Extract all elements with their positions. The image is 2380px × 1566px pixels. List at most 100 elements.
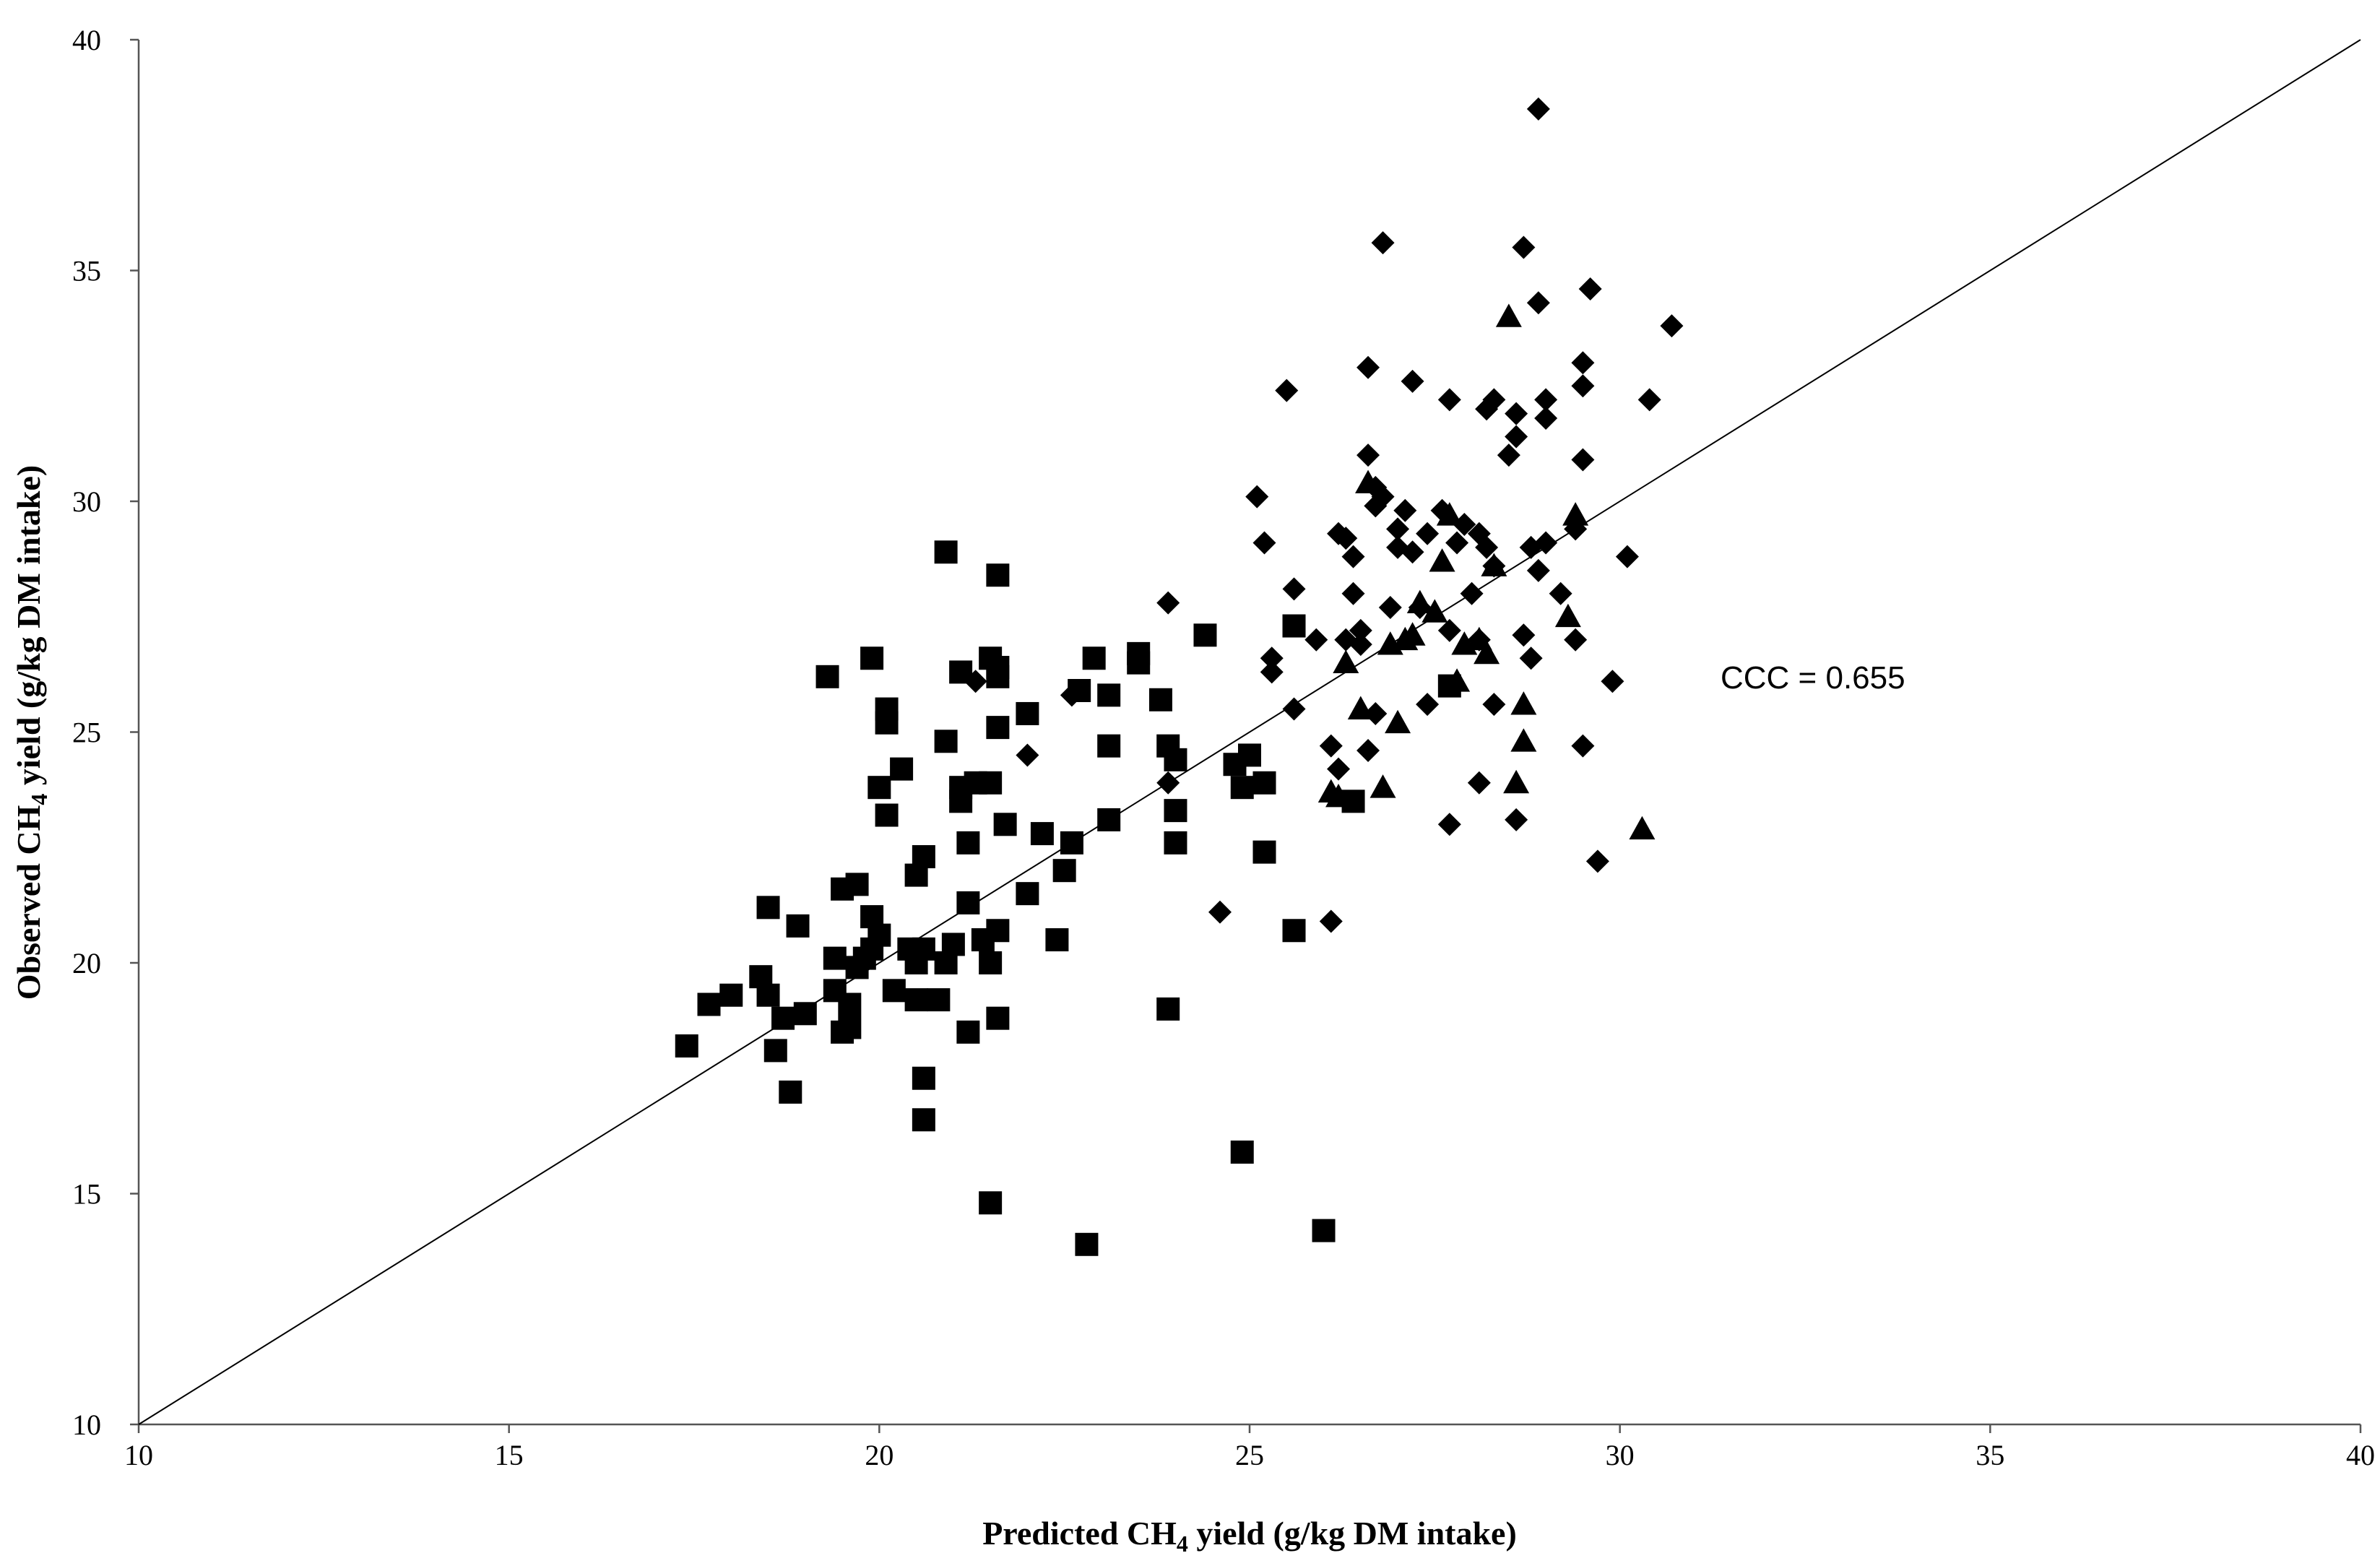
diamond-point [1460,581,1484,605]
square-point [993,813,1017,836]
square-point [1016,701,1039,725]
square-point [875,697,899,721]
diamond-point [1505,808,1528,831]
square-point [838,1016,862,1039]
square-point [956,891,980,914]
diamond-point [1467,771,1491,795]
square-point [912,937,935,961]
diamond-point [1437,618,1461,642]
diamond-point [1156,771,1180,795]
triangle-point [1355,470,1382,493]
square-point [986,716,1010,740]
square-point [779,1080,802,1104]
square-point [675,1034,698,1058]
square-point [979,1191,1003,1215]
square-point [845,873,869,896]
x-tick-label: 35 [1976,1439,2004,1471]
triangle-point [1406,589,1433,613]
diamond-point [1349,618,1372,642]
diamond-point [1482,388,1506,412]
diamond-point [1615,545,1639,568]
square-point [815,665,839,688]
triangle-point [1510,691,1537,715]
triangle-point [1429,548,1455,572]
square-point [1238,743,1261,767]
y-tick-label: 15 [72,1178,101,1211]
diamond-point [1304,628,1328,652]
diamond-point [1505,402,1528,425]
y-tick-label: 10 [72,1409,101,1441]
diamond-point [1571,374,1595,398]
identity-reference-line [138,39,2361,1425]
triangle-point [1333,649,1359,674]
diamond-point [964,670,987,693]
diamond-point [1445,531,1469,555]
diamond-point [1275,378,1299,402]
diamond-point [1156,591,1180,615]
diamond-point [1571,351,1595,375]
x-axis-title-subscript: 4 [1177,1531,1188,1557]
diamond-point [1401,369,1424,393]
x-tick-label: 10 [124,1439,153,1471]
square-point [1127,641,1151,665]
triangle-point [1495,303,1522,327]
triangle-point [1436,502,1463,526]
y-axis-title-before: Observed CH [10,805,47,1000]
triangle-point [1554,603,1581,628]
y-axis-title-subscript: 4 [26,794,52,805]
square-point [763,1039,787,1063]
diamond-point [1497,444,1520,467]
x-tick-label: 30 [1606,1439,1635,1471]
diamond-point [1519,646,1543,670]
square-point [1156,997,1180,1021]
diamond-point [1437,813,1461,836]
square-point [1052,859,1076,883]
square-point [934,540,958,564]
diamond-point [1637,388,1661,412]
y-axis-title-after: yield (g/kg DM intake) [10,465,47,794]
x-axis-title-after: yield (g/kg DM intake) [1188,1515,1517,1552]
diamond-point [1356,444,1380,467]
diamond-point [1260,646,1284,670]
diamond-point [1416,693,1440,717]
diamond-point [1319,909,1343,933]
diamond-point [1327,757,1351,781]
data-points [675,97,1684,1256]
diamond-point [1601,670,1624,693]
x-tick-label: 15 [495,1439,524,1471]
x-axis-title-before: Predicted CH [982,1515,1177,1552]
y-tick-label: 25 [72,717,101,749]
diamond-point [1371,231,1395,255]
square-point [979,771,1003,795]
square-point [1193,623,1217,647]
square-point [1230,1140,1254,1164]
diamond-point [1356,355,1380,379]
square-point [1030,822,1054,846]
square-point [1164,748,1187,771]
square-point [1282,614,1306,638]
diamond-point [1356,739,1380,763]
diamond-point [1512,235,1536,259]
square-point [912,845,935,869]
square-point [1016,882,1039,906]
diamond-point [1282,697,1306,721]
diamond-point [1534,531,1558,555]
square-point [890,757,914,781]
diamond-point [1660,314,1684,338]
triangle-point [1629,816,1656,840]
triangle-point [1562,502,1589,526]
x-axis-title: Predicted CH4 yield (g/kg DM intake) [982,1515,1517,1557]
x-tick-label: 40 [2346,1439,2375,1471]
diamond-point [1252,531,1276,555]
diamond-point [1349,633,1372,657]
square-point [1164,831,1187,855]
square-point [1312,1219,1336,1242]
diamond-point [1416,522,1440,545]
diamond-point [1526,558,1550,582]
x-tick-label: 25 [1235,1439,1264,1471]
triangle-point [1369,774,1396,798]
square-point [1148,688,1172,711]
square-point [838,992,862,1016]
diamond-point [1245,485,1269,509]
